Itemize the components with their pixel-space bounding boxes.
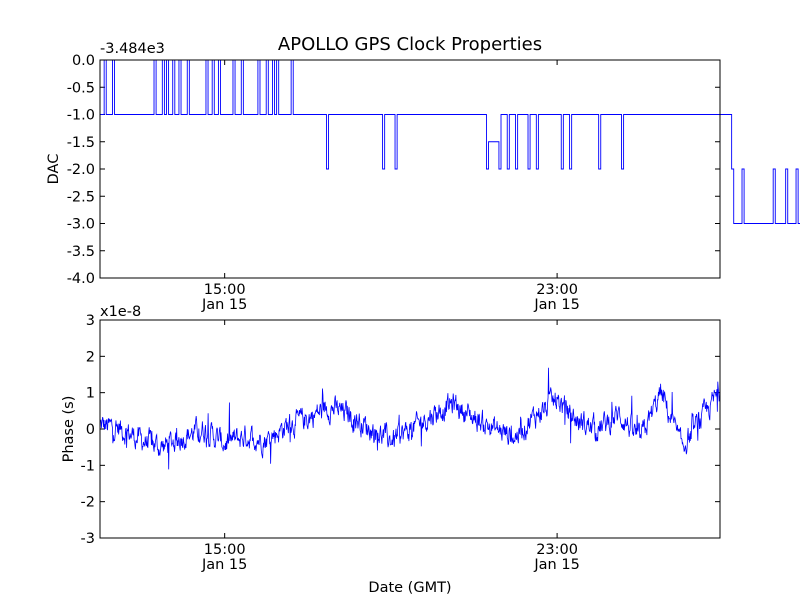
dac-x-tick-time-label: 15:00 [204,282,246,298]
phase-y-tick-label: 1 [86,386,95,402]
phase-y-tick-label: -1 [81,458,95,474]
phase-y-tick-label: 3 [86,313,95,329]
phase-y-tick-label: -2 [81,495,95,511]
chart-title: APOLLO GPS Clock Properties [278,34,542,55]
phase-x-tick-date-label: Jan 15 [533,557,579,573]
dac-y-tick-label: -2.5 [67,189,95,205]
dac-y-tick-label: -4.0 [67,271,95,287]
phase-offset-label: x1e-8 [100,304,141,320]
dac-axes-frame [99,59,721,279]
phase-series-line [99,367,721,470]
dac-y-tick-label: -3.0 [67,217,95,233]
phase-x-tick-time-label: 15:00 [204,542,246,558]
phase-y-tick-label: -3 [81,531,95,547]
phase-y-tick-label: 2 [86,349,95,365]
dac-y-tick-label: -0.5 [67,80,95,96]
dac-offset-label: -3.484e3 [100,41,165,57]
dac-y-tick-label: 0.0 [72,53,95,69]
phase-y-axis-label: Phase (s) [61,396,77,463]
x-axis-label: Date (GMT) [368,580,451,596]
dac-series-line [100,59,800,224]
dac-plot-area [100,60,720,278]
dac-y-tick-label: -1.5 [67,135,95,151]
dac-y-tick-label: -1.0 [67,108,95,124]
dac-x-tick-time-label: 23:00 [536,282,578,298]
dac-y-axis-label: DAC [46,154,62,185]
dac-x-tick-date-label: Jan 15 [533,297,579,313]
dac-x-tick-date-label: Jan 15 [201,297,247,313]
dac-y-tick-label: -3.5 [67,244,95,260]
phase-axes-frame [99,319,721,539]
phase-x-tick-time-label: 23:00 [536,542,578,558]
phase-x-tick-date-label: Jan 15 [201,557,247,573]
dac-panel: 0.0 -0.5 -1.0 -1.5 -2.0 -2.5 -3.0 -3.5 -4.0 15:00… [46,41,800,313]
phase-y-tick-label: 0 [86,422,95,438]
dac-y-tick-label: -2.0 [67,162,95,178]
dac-ticks: 0.0 -0.5 -1.0 -1.5 -2.0 -2.5 -3.0 -3.5 -4.0 15:00… [67,53,720,313]
